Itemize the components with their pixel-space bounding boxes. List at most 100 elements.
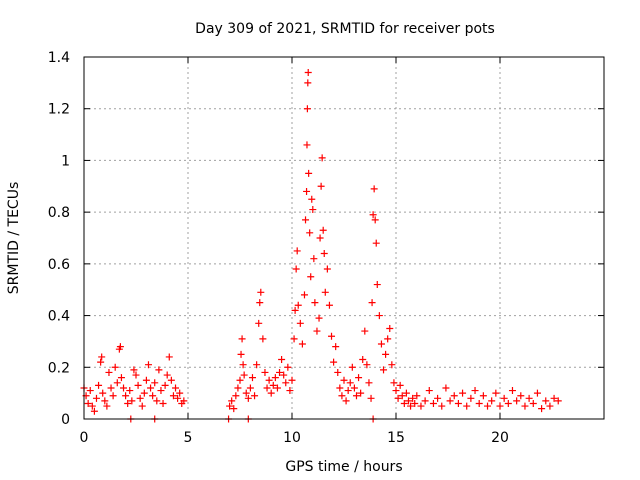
data-point [230, 405, 238, 413]
data-point [311, 299, 319, 307]
data-point [132, 371, 140, 379]
data-point [134, 381, 142, 389]
data-point [273, 384, 281, 392]
plot-frame [83, 56, 605, 420]
data-point [128, 397, 136, 405]
data-point [293, 247, 301, 255]
data-point [508, 387, 516, 395]
data-point [109, 392, 117, 400]
data-point [346, 379, 354, 387]
data-point [303, 105, 311, 113]
y-axis-label: SRMTID / TECUs [6, 182, 22, 295]
data-point [538, 405, 546, 413]
data-point [413, 392, 421, 400]
data-point [153, 397, 161, 405]
data-point [151, 379, 159, 387]
data-point [226, 402, 234, 410]
data-point [265, 376, 273, 384]
data-point [90, 407, 98, 415]
data-point [111, 363, 119, 371]
data-point [267, 389, 275, 397]
x-tick-label: 20 [491, 430, 509, 446]
data-point [357, 389, 365, 397]
data-point [475, 399, 483, 407]
data-point [328, 332, 336, 340]
data-point [313, 327, 321, 335]
data-point [305, 169, 313, 177]
data-point [99, 389, 107, 397]
data-point [257, 288, 265, 296]
data-point [438, 402, 446, 410]
data-point [95, 381, 103, 389]
y-tick-label: 1.2 [48, 102, 70, 118]
data-point [321, 288, 329, 296]
data-point [244, 394, 252, 402]
data-point [404, 397, 412, 405]
data-point [500, 394, 508, 402]
data-point [176, 389, 184, 397]
data-point [373, 281, 381, 289]
data-point [350, 384, 358, 392]
data-point [377, 340, 385, 348]
data-point [398, 392, 406, 400]
data-point [394, 394, 402, 402]
data-point [271, 374, 279, 382]
data-point [554, 397, 562, 405]
data-point [303, 187, 311, 195]
data-point [334, 368, 342, 376]
y-tick-label: 1 [61, 153, 70, 169]
data-point [302, 216, 310, 224]
data-point [425, 387, 433, 395]
data-point [407, 402, 415, 410]
data-point [290, 335, 298, 343]
data-point [390, 379, 398, 387]
data-point [338, 392, 346, 400]
data-point [246, 384, 254, 392]
chart-title: Day 309 of 2021, SRMTID for receiver pot… [195, 21, 495, 37]
data-point [278, 356, 286, 364]
data-point [320, 250, 328, 258]
data-point [382, 350, 390, 358]
data-point [380, 366, 388, 374]
data-point [298, 340, 306, 348]
data-point [325, 301, 333, 309]
x-axis-label: GPS time / hours [285, 459, 402, 475]
data-point [103, 402, 111, 410]
data-point [344, 387, 352, 395]
x-tick-label: 10 [283, 430, 301, 446]
data-point [86, 387, 94, 395]
data-point [411, 399, 419, 407]
data-point [521, 402, 529, 410]
data-point [417, 402, 425, 410]
data-point [319, 226, 327, 234]
x-tick-label: 5 [184, 430, 193, 446]
data-point [402, 389, 410, 397]
data-point [113, 379, 121, 387]
data-point [459, 389, 467, 397]
data-point [371, 216, 379, 224]
y-tick-label: 1.4 [48, 50, 70, 66]
data-point [284, 363, 292, 371]
data-point [525, 394, 533, 402]
data-series [80, 69, 562, 423]
data-point [442, 384, 450, 392]
data-point [98, 353, 106, 361]
y-tick-label: 0.8 [48, 205, 70, 221]
data-point [336, 384, 344, 392]
data-point [292, 265, 300, 273]
data-point [124, 399, 132, 407]
data-point [248, 374, 256, 382]
data-point [149, 392, 157, 400]
data-point [84, 399, 92, 407]
data-point [542, 397, 550, 405]
data-point [253, 361, 261, 369]
data-point [488, 397, 496, 405]
data-point [484, 402, 492, 410]
data-point [450, 392, 458, 400]
data-point [291, 306, 299, 314]
data-point [315, 314, 323, 322]
data-point [400, 399, 408, 407]
data-point [174, 394, 182, 402]
data-point [234, 384, 242, 392]
data-point [386, 325, 394, 332]
